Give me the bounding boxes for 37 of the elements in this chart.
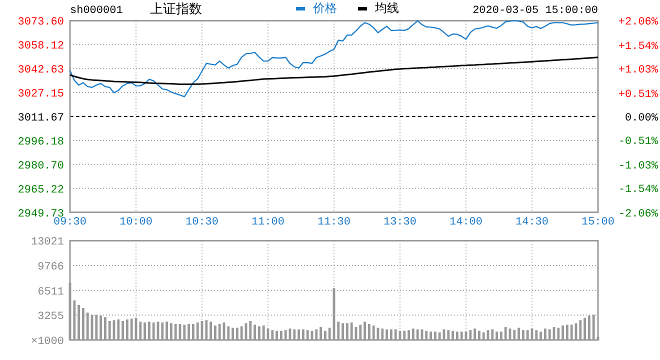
- y-tick-label: 3011.67: [18, 112, 64, 124]
- x-tick-label: 13:30: [383, 216, 417, 228]
- x-tick-label: 14:30: [515, 216, 549, 228]
- y-tick-label: 3255: [38, 311, 64, 324]
- y2-tick-label: +2.06%: [618, 16, 658, 29]
- y-tick-label: 13021: [30, 236, 64, 249]
- y-tick-label: 2980.70: [18, 160, 64, 172]
- y-tick-label: 3027.15: [18, 88, 64, 101]
- y2-tick-label: -1.54%: [618, 184, 658, 196]
- x-tick-label: 14:00: [449, 216, 483, 228]
- y2-tick-label: -2.06%: [618, 208, 658, 220]
- line-series: [69, 20, 599, 98]
- legend-label: 价格: [312, 2, 337, 16]
- y2-tick-label: +1.54%: [618, 40, 658, 53]
- y-tick-label: 3058.12: [18, 40, 64, 53]
- line-series: [69, 56, 599, 86]
- y-tick-label: 2996.18: [18, 136, 64, 148]
- x-tick-label: 10:30: [185, 216, 219, 228]
- chart-subtitle: sh000001: [70, 5, 124, 17]
- chart-title: 上证指数: [150, 2, 202, 17]
- x-tick-label: 11:30: [317, 216, 351, 228]
- x-tick-label: 11:00: [251, 216, 285, 228]
- y2-tick-label: +0.51%: [618, 88, 658, 101]
- legend-label: 均线: [374, 2, 399, 16]
- y-tick-label: 2965.22: [18, 184, 64, 196]
- y-tick-label: 6511: [38, 286, 64, 298]
- y-tick-label: 3042.63: [18, 64, 64, 77]
- x-tick-label: 15:00: [581, 216, 615, 228]
- y-tick-label: 3073.60: [18, 16, 64, 29]
- y-axis-title: ×1000: [30, 336, 64, 348]
- text: 2020-03-05 15:00:00: [472, 5, 598, 17]
- y2-tick-label: +1.03%: [618, 64, 658, 77]
- y-tick-label: 9766: [38, 262, 64, 274]
- y2-tick-label: -0.51%: [618, 136, 658, 148]
- y2-tick-label: -1.03%: [618, 160, 658, 172]
- y2-tick-label: 0.00%: [624, 112, 658, 124]
- x-tick-label: 10:00: [119, 216, 153, 228]
